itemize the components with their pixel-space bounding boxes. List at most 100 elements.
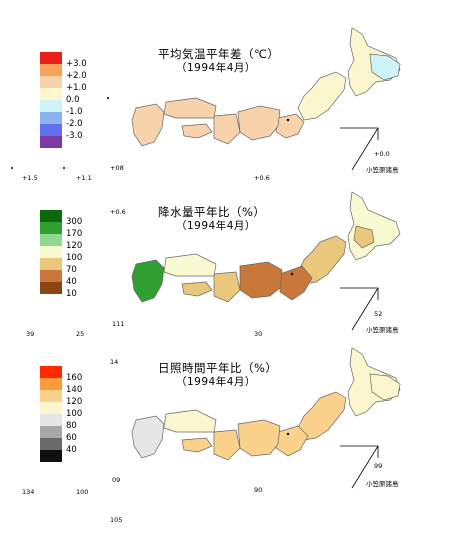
value-izu: +0.6: [254, 174, 270, 182]
legend-label: +2.0: [66, 71, 87, 81]
legend-label: 80: [66, 421, 77, 431]
legend-swatch: [40, 414, 62, 426]
legend-swatch: [40, 438, 62, 450]
legend-swatch: [40, 112, 62, 124]
legend-label: +3.0: [66, 59, 87, 69]
region-kinki: [213, 429, 241, 461]
region-hokkaido-east: [369, 373, 401, 401]
value-tokyo: 30: [254, 330, 263, 338]
value-extra: 105: [110, 516, 123, 524]
region-chugoku: [163, 253, 217, 277]
legend-swatch: [40, 450, 62, 462]
region-kinki: [213, 271, 241, 303]
legend-swatch: [40, 64, 62, 76]
legend-label: 100: [66, 253, 83, 263]
panel-title: 平均気温平年差（℃）: [158, 47, 280, 61]
legend-label: 160: [66, 373, 83, 383]
legend-swatch: [40, 426, 62, 438]
legend-swatch: [40, 222, 62, 234]
value-yonaguni: 134: [22, 488, 35, 496]
region-chugoku: [163, 409, 217, 433]
region-hokkaido-east: [353, 225, 375, 249]
value-ogasawara: 99: [374, 462, 383, 470]
panel-subtitle: （1994年4月）: [176, 62, 256, 74]
region-shikoku: [181, 281, 213, 297]
ogasawara-label: 小笠原諸島: [366, 480, 399, 488]
legend-label: 40: [66, 277, 77, 287]
legend-swatch: [40, 234, 62, 246]
legend-swatch: [40, 136, 62, 148]
value-yonaguni: 39: [26, 330, 35, 338]
legend-label: 120: [66, 397, 83, 407]
region-chugoku: [163, 97, 217, 119]
region-kyushu: [131, 103, 165, 147]
region-tohoku: [297, 71, 347, 121]
legend-swatch: [40, 270, 62, 282]
legend-label: 0.0: [66, 95, 80, 105]
region-tohoku: [297, 391, 347, 441]
legend-label: +1.0: [66, 83, 87, 93]
legend-label: 300: [66, 217, 83, 227]
value-ogasawara: 52: [374, 310, 383, 318]
ogasawara-label: 小笠原諸島: [366, 166, 399, 174]
region-kinki: [213, 113, 241, 145]
legend-swatch: [40, 52, 62, 64]
region-kyushu: [131, 259, 165, 303]
panel-subtitle: （1994年4月）: [176, 220, 256, 232]
legend-label: 170: [66, 229, 83, 239]
legend-label: 60: [66, 433, 77, 443]
region-shikoku: [181, 123, 213, 139]
legend-swatch: [40, 282, 62, 294]
legend-swatch: [40, 246, 62, 258]
temperature-panel: 平均気温平年差（℃） （1994年4月） +3.0 +2.0 +1.0 0.0 …: [0, 0, 452, 182]
value-naha: 100: [76, 488, 89, 496]
value-naha: +1.1: [76, 174, 92, 182]
legend-label: 100: [66, 409, 83, 419]
value-yonaguni: +1.5: [22, 174, 38, 182]
legend-swatch: [40, 124, 62, 136]
region-kanto: [275, 425, 309, 457]
region-chubu: [237, 419, 281, 457]
value-ogasawara: +0.0: [374, 150, 390, 158]
legend-swatch: [40, 378, 62, 390]
legend-swatch: [40, 258, 62, 270]
value-minamidaito: 09: [112, 476, 121, 484]
legend-label: -2.0: [66, 119, 83, 129]
legend-label: 70: [66, 265, 77, 275]
ogasawara-label: 小笠原諸島: [366, 326, 399, 334]
region-hokkaido-east: [369, 53, 401, 81]
panel-subtitle: （1994年4月）: [176, 376, 256, 388]
legend-swatch: [40, 100, 62, 112]
region-chubu: [237, 105, 281, 141]
region-tohoku: [297, 235, 347, 285]
value-naha: 25: [76, 330, 85, 338]
legend-label: 40: [66, 445, 77, 455]
legend-swatch: [40, 366, 62, 378]
region-kyushu: [131, 415, 165, 459]
japan-map: [131, 191, 401, 331]
value-tokyo: 90: [254, 486, 263, 494]
panel-title: 日照時間平年比（%）: [158, 361, 278, 375]
legend-label: 10: [66, 289, 77, 299]
value-izu-islands: +0.6: [110, 208, 126, 216]
value-izu-islands: 14: [110, 358, 119, 366]
legend-label: 140: [66, 385, 83, 395]
japan-map: [11, 27, 401, 170]
region-chubu: [239, 261, 283, 299]
japan-map: [131, 347, 401, 489]
value-minamidaito: +08: [110, 164, 124, 172]
legend-swatch: [40, 76, 62, 88]
panel-title: 降水量平年比（%）: [158, 205, 266, 219]
legend-swatch: [40, 210, 62, 222]
region-shikoku: [181, 437, 213, 453]
region-kanto: [279, 265, 313, 301]
region-kanto: [275, 113, 305, 139]
legend-label: 120: [66, 241, 83, 251]
sunshine-panel: 14 日照時間平年比（%） （1994年4月） 160 140 120 100 …: [0, 340, 452, 524]
legend-label: -1.0: [66, 107, 83, 117]
legend-swatch: [40, 390, 62, 402]
legend-swatch: [40, 88, 62, 100]
legend-swatch: [40, 402, 62, 414]
precipitation-panel: +0.6 降水量平年比（%） （1994年4月） 300 170 120 100…: [0, 170, 452, 340]
value-minamidaito: 111: [112, 320, 125, 328]
